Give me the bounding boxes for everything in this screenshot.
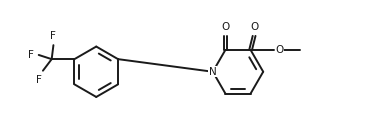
- Text: N: N: [209, 67, 217, 77]
- Text: F: F: [36, 75, 42, 85]
- Text: O: O: [221, 22, 230, 32]
- Text: O: O: [250, 22, 258, 32]
- Text: F: F: [51, 31, 56, 41]
- Text: F: F: [27, 50, 33, 60]
- Text: O: O: [276, 45, 284, 55]
